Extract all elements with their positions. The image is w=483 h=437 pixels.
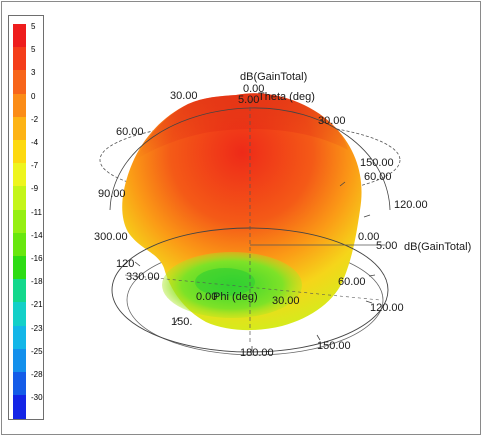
theta-tick-60-right: 60.00 bbox=[364, 171, 392, 183]
theta-axis-label: Theta (deg) bbox=[258, 91, 315, 103]
theta-tick-60-left: 60.00 bbox=[116, 126, 144, 138]
phi-tick-0: 0.00 bbox=[196, 291, 217, 303]
legend-tick-label: -4 bbox=[31, 138, 39, 147]
legend-tick-label: -14 bbox=[31, 230, 43, 240]
legend-swatch bbox=[13, 325, 26, 350]
top-zero-label: 0.00 bbox=[243, 83, 264, 95]
low-gain-core bbox=[195, 268, 255, 296]
surface-highlight bbox=[136, 93, 348, 160]
gain-tick-5: 5.00 bbox=[376, 240, 397, 252]
theta-tick-30-left: 30.00 bbox=[170, 90, 198, 102]
legend-tick-label: -25 bbox=[31, 346, 43, 356]
phi-axis-line bbox=[124, 274, 381, 301]
legend-swatch bbox=[13, 116, 26, 141]
legend-swatch bbox=[13, 24, 26, 48]
legend-tick-label: 5 bbox=[31, 22, 36, 31]
legend-tick-label: -16 bbox=[31, 254, 43, 263]
phi-tick-300: 300.00 bbox=[94, 231, 128, 243]
gain-title: dB(GainTotal) bbox=[240, 71, 307, 83]
legend-swatch bbox=[13, 163, 26, 187]
legend-tick-label: 0 bbox=[31, 91, 36, 101]
legend-swatch bbox=[13, 186, 26, 211]
legend-tick-label: -28 bbox=[31, 370, 43, 379]
phi-tick-150-right: 150.00 bbox=[317, 340, 351, 352]
legend-tick-label: -23 bbox=[31, 323, 43, 333]
theta-tick-150-right: 150.00 bbox=[360, 157, 394, 169]
legend-swatch bbox=[13, 348, 26, 373]
legend-swatch bbox=[13, 70, 26, 95]
legend-swatch bbox=[13, 372, 26, 396]
phi-tick-120-right: 120.00 bbox=[370, 302, 404, 314]
phi-tick-120-left: 120 bbox=[116, 258, 134, 270]
legend-swatch bbox=[13, 47, 26, 71]
color-legend: 5 5 3 0 -2 -4 -7 -9 -11 -14 -16 -18 -21 -23 -25 -28 -30 bbox=[8, 15, 44, 420]
theta-tick-120-right: 120.00 bbox=[394, 199, 428, 211]
legend-tick-label: -30 bbox=[31, 393, 43, 403]
phi-tick-330: 330.00 bbox=[126, 271, 160, 283]
phi-ticks bbox=[134, 181, 376, 352]
gain-zero-label: 0.00 bbox=[358, 231, 379, 243]
legend-tick-label: -18 bbox=[31, 277, 43, 287]
gain-axis-label: dB(GainTotal) bbox=[404, 241, 471, 253]
phi-tick-180: 180.00 bbox=[240, 347, 274, 359]
legend-tick-label: -2 bbox=[31, 114, 39, 124]
phi-tick-150-left: 150. bbox=[171, 316, 192, 328]
top-small-label: 5.00 bbox=[238, 94, 259, 106]
phi-tick-30: 30.00 bbox=[272, 295, 300, 307]
legend-tick-label: -9 bbox=[31, 184, 39, 194]
legend-swatch bbox=[13, 256, 26, 280]
legend-tick-label: 3 bbox=[31, 68, 36, 78]
phi-tick-60: 60.00 bbox=[338, 276, 366, 288]
legend-swatch bbox=[13, 209, 26, 234]
legend-swatch bbox=[13, 232, 26, 257]
theta-tick-30-right: 30.00 bbox=[318, 115, 346, 127]
legend-tick-label: -21 bbox=[31, 300, 43, 310]
legend-swatch bbox=[13, 93, 26, 118]
legend-swatch bbox=[13, 140, 26, 164]
legend-swatch bbox=[13, 279, 26, 303]
theta-tick-90-left: 90.00 bbox=[98, 188, 126, 200]
legend-tick-label: 5 bbox=[31, 45, 36, 55]
phi-axis-label: Phi (deg) bbox=[213, 291, 258, 303]
legend-tick-label: -7 bbox=[31, 161, 39, 171]
legend-swatch bbox=[13, 302, 26, 327]
legend-tick-label: -11 bbox=[31, 207, 42, 217]
legend-swatch bbox=[13, 395, 26, 419]
